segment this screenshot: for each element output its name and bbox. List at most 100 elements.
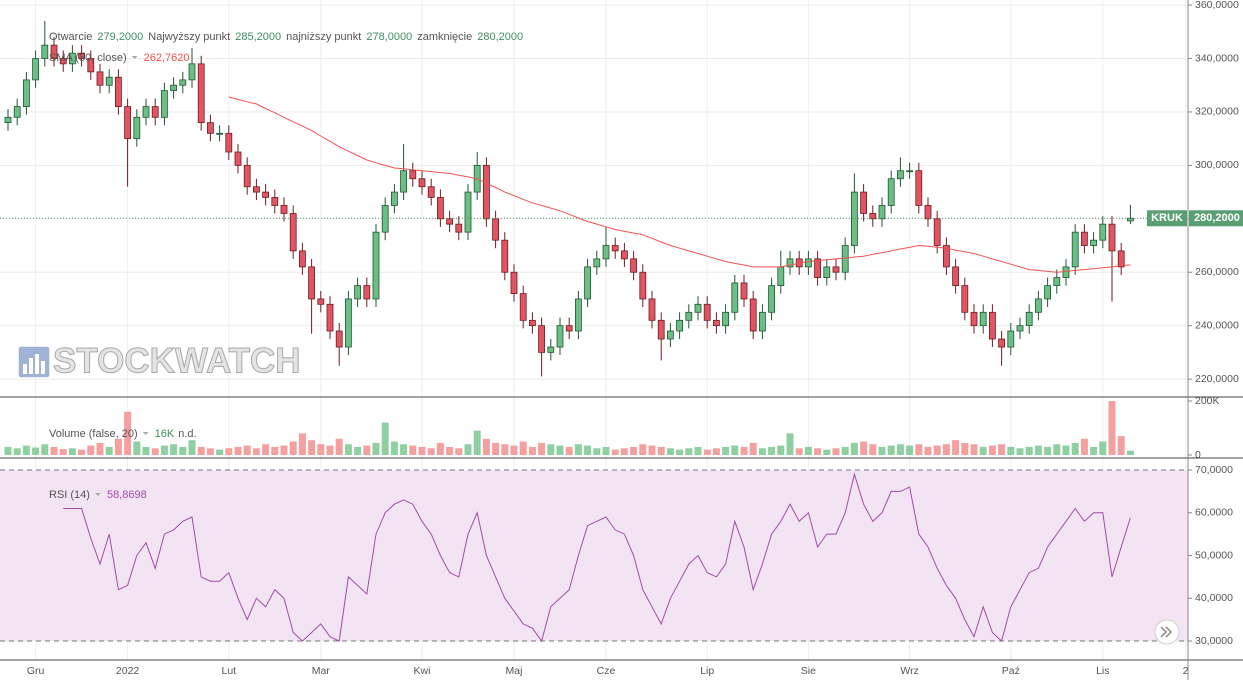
x-tick-label: Gru xyxy=(27,665,45,677)
candle-body xyxy=(602,245,610,260)
volume-bar xyxy=(206,448,214,456)
volume-bar xyxy=(78,449,86,456)
scroll-button[interactable] xyxy=(1154,619,1180,645)
candle-body xyxy=(565,325,573,332)
candle-body xyxy=(344,298,352,348)
volume-bar xyxy=(188,440,196,456)
volume-bar xyxy=(814,448,822,456)
volume-bar xyxy=(887,445,895,456)
candle-body xyxy=(335,330,343,348)
candle-body xyxy=(482,164,490,220)
volume-bar xyxy=(584,445,592,456)
candle-body xyxy=(694,303,702,313)
candle-body xyxy=(841,245,849,273)
candle-body xyxy=(308,266,316,300)
volume-bar xyxy=(906,445,914,456)
x-tick-label: 2022 xyxy=(116,665,140,677)
volume-bar xyxy=(32,447,40,456)
y-tick-label: 50,0000 xyxy=(1195,549,1233,561)
candle-body xyxy=(979,311,987,327)
volume-bar xyxy=(381,422,389,456)
candle-body xyxy=(234,151,242,166)
candle-body xyxy=(216,132,224,135)
candle-body xyxy=(1108,223,1116,252)
volume-bar xyxy=(151,448,159,456)
volume-bar xyxy=(225,448,233,456)
candle-body xyxy=(87,58,95,73)
volume-bar xyxy=(510,445,518,456)
candle-body xyxy=(998,338,1005,348)
x-tick-label: Mar xyxy=(312,665,331,677)
candle-body xyxy=(381,205,389,233)
candle-body xyxy=(151,106,159,118)
volume-bar xyxy=(850,442,858,456)
volume-bar xyxy=(372,442,380,456)
candle-body xyxy=(943,245,950,268)
legend-value: 16K xyxy=(155,428,175,440)
volume-bar xyxy=(170,444,178,456)
candle-body xyxy=(961,285,969,313)
volume-bar xyxy=(722,446,730,456)
volume-bar xyxy=(271,446,279,456)
volume-bar xyxy=(1062,445,1070,456)
volume-bar xyxy=(749,442,757,456)
volume-bar xyxy=(740,446,748,456)
candle-body xyxy=(630,258,637,273)
candle-body xyxy=(1016,325,1024,332)
volume-bar xyxy=(998,444,1006,456)
candle-body xyxy=(1117,250,1125,268)
candle-body xyxy=(78,52,85,59)
y-tick-label: 30,0000 xyxy=(1195,635,1233,647)
candle-body xyxy=(105,76,113,86)
candle-body xyxy=(142,106,150,118)
volume-bar xyxy=(915,444,923,456)
candle-body xyxy=(436,197,444,220)
candle-body xyxy=(1081,231,1088,246)
volume-bar xyxy=(234,446,242,456)
volume-bar xyxy=(390,441,398,456)
candle-body xyxy=(722,311,729,327)
y-tick-label: 200K xyxy=(1195,395,1220,407)
volume-bar xyxy=(1080,438,1088,456)
volume-bar xyxy=(22,445,30,456)
candle-body xyxy=(510,271,518,295)
volume-bar xyxy=(13,448,21,456)
candle-body xyxy=(363,285,371,300)
candle-body xyxy=(409,170,417,180)
legend-label: Volume (false, 20) xyxy=(49,428,138,440)
candle-body xyxy=(41,44,49,59)
volume-bar xyxy=(473,430,481,456)
x-tick-label: Lis xyxy=(1096,665,1109,677)
y-tick-label: 70,0000 xyxy=(1195,464,1233,476)
volume-bar xyxy=(354,446,362,456)
volume-bar xyxy=(1108,400,1116,456)
legend-arrow xyxy=(94,493,101,496)
candle-body xyxy=(1071,231,1079,268)
candle-body xyxy=(657,319,665,340)
legend-arrow xyxy=(142,432,149,435)
x-tick-label: Kwi xyxy=(414,665,431,677)
candle-body xyxy=(970,311,978,327)
volume-bar xyxy=(712,448,720,456)
volume-bar xyxy=(869,444,877,456)
candle-body xyxy=(556,325,564,348)
volume-bar xyxy=(795,448,803,456)
volume-bar xyxy=(280,445,288,456)
candle-body xyxy=(989,311,996,340)
y-tick-label: 320,0000 xyxy=(1195,106,1239,118)
volume-bar xyxy=(142,446,150,456)
candle-body xyxy=(418,178,426,188)
volume-bar xyxy=(298,433,306,456)
candle-body xyxy=(206,122,214,134)
candle-body xyxy=(427,186,435,198)
volume-bar xyxy=(777,445,785,456)
candle-body xyxy=(639,271,647,300)
volume-bar xyxy=(4,446,12,456)
candle-body xyxy=(170,84,178,91)
x-tick-label: Paź xyxy=(1002,665,1020,677)
candle-body xyxy=(1053,277,1061,286)
candle-body xyxy=(547,346,555,353)
volume-bar xyxy=(574,444,582,456)
x-tick-label: Maj xyxy=(506,665,523,677)
volume-bar xyxy=(519,441,527,456)
